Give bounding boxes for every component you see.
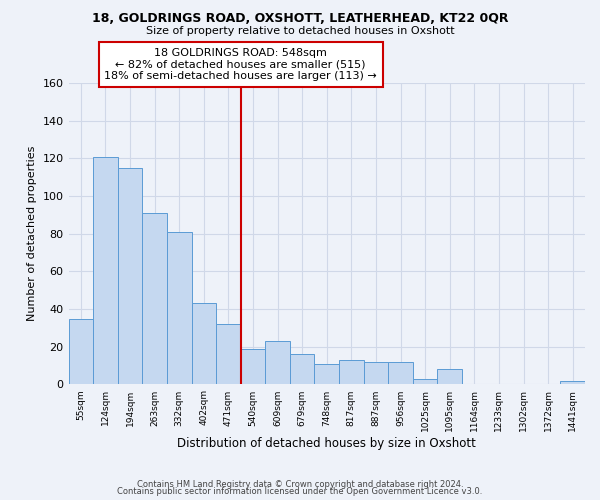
Bar [167, 232, 191, 384]
Bar [191, 304, 216, 384]
Bar [364, 362, 388, 384]
Bar [241, 348, 265, 384]
Text: Size of property relative to detached houses in Oxshott: Size of property relative to detached ho… [146, 26, 454, 36]
Bar [413, 379, 437, 384]
Text: 18 GOLDRINGS ROAD: 548sqm
← 82% of detached houses are smaller (515)
18% of semi: 18 GOLDRINGS ROAD: 548sqm ← 82% of detac… [104, 48, 377, 81]
Bar [388, 362, 413, 384]
Bar [339, 360, 364, 384]
Text: Contains public sector information licensed under the Open Government Licence v3: Contains public sector information licen… [118, 488, 482, 496]
Text: Contains HM Land Registry data © Crown copyright and database right 2024.: Contains HM Land Registry data © Crown c… [137, 480, 463, 489]
Y-axis label: Number of detached properties: Number of detached properties [27, 146, 37, 322]
Bar [437, 370, 462, 384]
Bar [142, 213, 167, 384]
Bar [68, 318, 93, 384]
Bar [93, 156, 118, 384]
Bar [118, 168, 142, 384]
X-axis label: Distribution of detached houses by size in Oxshott: Distribution of detached houses by size … [178, 437, 476, 450]
Bar [560, 380, 585, 384]
Bar [216, 324, 241, 384]
Text: 18, GOLDRINGS ROAD, OXSHOTT, LEATHERHEAD, KT22 0QR: 18, GOLDRINGS ROAD, OXSHOTT, LEATHERHEAD… [92, 12, 508, 26]
Bar [290, 354, 314, 384]
Bar [314, 364, 339, 384]
Bar [265, 341, 290, 384]
